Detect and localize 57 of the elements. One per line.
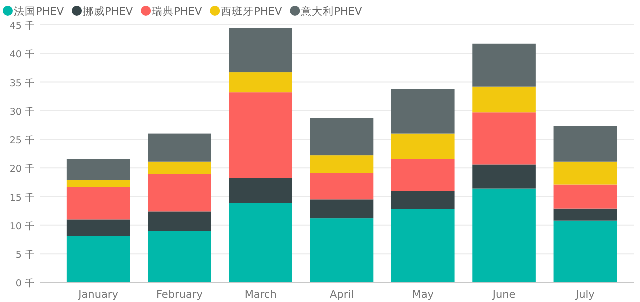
bar <box>472 86 536 113</box>
bar <box>472 44 536 87</box>
x-tick-label: March <box>244 289 277 301</box>
bar <box>391 134 455 160</box>
bar <box>66 187 130 220</box>
bar <box>472 164 536 189</box>
y-tick-label: 10 千 <box>10 220 35 232</box>
bar <box>229 178 292 204</box>
bar <box>554 126 618 162</box>
bar <box>472 112 536 165</box>
y-tick-label: 35 千 <box>10 77 35 90</box>
x-tick-label: February <box>156 289 203 301</box>
bar <box>554 220 618 283</box>
bar <box>391 209 455 283</box>
y-tick-label: 40 千 <box>10 48 35 61</box>
x-tick-label: May <box>412 289 434 301</box>
bar <box>310 218 374 283</box>
bar <box>554 208 618 221</box>
legend-label: 挪威PHEV <box>83 5 134 18</box>
bar <box>66 220 130 236</box>
bar <box>66 159 130 180</box>
bar <box>472 188 536 283</box>
bar <box>148 134 212 162</box>
bar <box>310 200 374 219</box>
bar <box>229 72 292 93</box>
bar <box>310 118 374 156</box>
y-tick-label: 20 千 <box>10 163 35 176</box>
y-tick-label: 30 千 <box>10 106 35 118</box>
bar <box>554 184 618 209</box>
x-tick-label: April <box>330 289 354 301</box>
y-tick-label: 45 千 <box>10 20 35 32</box>
y-tick-label: 15 千 <box>10 192 35 204</box>
y-tick-label: 0 千 <box>16 278 35 290</box>
x-tick-label: January <box>78 289 118 301</box>
y-tick-label: 5 千 <box>16 249 35 262</box>
y-tick-label: 25 千 <box>10 134 35 147</box>
bar <box>391 191 455 210</box>
bar <box>148 162 212 174</box>
bar <box>148 174 212 212</box>
bar <box>310 173 374 200</box>
bar <box>66 180 130 188</box>
bar <box>554 162 618 185</box>
bar <box>148 212 212 232</box>
bar <box>229 92 292 178</box>
x-tick-label: June <box>492 289 516 301</box>
bar <box>229 28 292 73</box>
bar <box>66 236 130 283</box>
bar <box>148 231 212 283</box>
bar <box>391 89 455 134</box>
bar <box>229 203 292 283</box>
legend-label: 法国PHEV <box>14 5 65 18</box>
bar <box>310 156 374 174</box>
x-tick-label: July <box>574 289 595 301</box>
legend-label: 意大利PHEV <box>300 5 364 18</box>
legend-label: 瑞典PHEV <box>152 5 203 18</box>
bar <box>391 159 455 192</box>
legend-label: 西班牙PHEV <box>221 5 283 18</box>
